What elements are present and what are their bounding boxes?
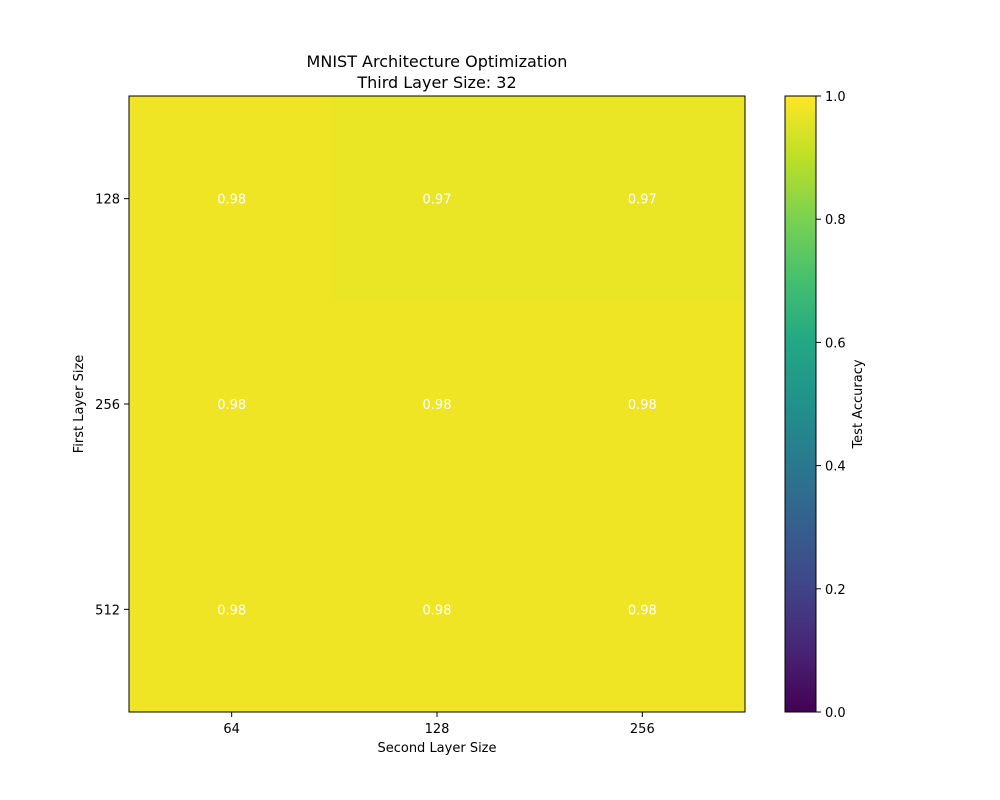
cell-value-label: 0.98 bbox=[423, 398, 452, 413]
y-tick-label: 128 bbox=[95, 193, 120, 208]
cell-value-label: 0.98 bbox=[423, 603, 452, 618]
colorbar-ticks: 0.0 0.2 0.4 0.6 0.8 1.0 bbox=[816, 90, 846, 721]
heatmap-cell bbox=[539, 301, 746, 508]
heatmap-cell bbox=[334, 96, 541, 302]
colorbar-label: Test Accuracy bbox=[851, 359, 866, 449]
colorbar-tick-label: 0.6 bbox=[825, 336, 846, 351]
cell-value-label: 0.98 bbox=[217, 193, 246, 208]
y-axis-ticks: 128 256 512 bbox=[95, 193, 129, 618]
x-axis-ticks: 64 128 256 bbox=[223, 712, 655, 737]
colorbar-tick-label: 1.0 bbox=[825, 90, 846, 105]
heatmap-cell bbox=[334, 506, 541, 713]
cell-value-label: 0.98 bbox=[217, 398, 246, 413]
colorbar bbox=[784, 95, 817, 713]
colorbar-tick-label: 0.0 bbox=[825, 706, 846, 721]
cell-value-label: 0.98 bbox=[628, 603, 657, 618]
chart-title: MNIST Architecture Optimization bbox=[307, 52, 568, 71]
cell-value-label: 0.98 bbox=[217, 603, 246, 618]
heatmap-cells: 0.98 0.97 0.97 0.98 0.98 0.98 0.98 0.98 0.98 bbox=[129, 96, 746, 713]
heatmap-cell bbox=[539, 506, 746, 713]
y-tick-label: 512 bbox=[95, 603, 120, 618]
heatmap-cell bbox=[129, 506, 335, 713]
colorbar-tick-label: 0.2 bbox=[825, 583, 846, 598]
heatmap-cell bbox=[334, 301, 541, 508]
x-tick-label: 128 bbox=[425, 722, 450, 737]
cell-value-label: 0.97 bbox=[628, 193, 657, 208]
y-axis-label: First Layer Size bbox=[72, 355, 87, 454]
cell-value-label: 0.97 bbox=[423, 193, 452, 208]
x-tick-label: 64 bbox=[223, 722, 240, 737]
heatmap-cell bbox=[539, 96, 746, 302]
colorbar-tick-label: 0.8 bbox=[825, 213, 846, 228]
x-tick-label: 256 bbox=[630, 722, 655, 737]
y-tick-label: 256 bbox=[95, 398, 120, 413]
heatmap-cell bbox=[129, 301, 335, 508]
colorbar-tick-label: 0.4 bbox=[825, 460, 846, 475]
heatmap-cell bbox=[129, 96, 335, 302]
cell-value-label: 0.98 bbox=[628, 398, 657, 413]
x-axis-label: Second Layer Size bbox=[377, 741, 496, 756]
chart-subtitle: Third Layer Size: 32 bbox=[356, 73, 516, 92]
